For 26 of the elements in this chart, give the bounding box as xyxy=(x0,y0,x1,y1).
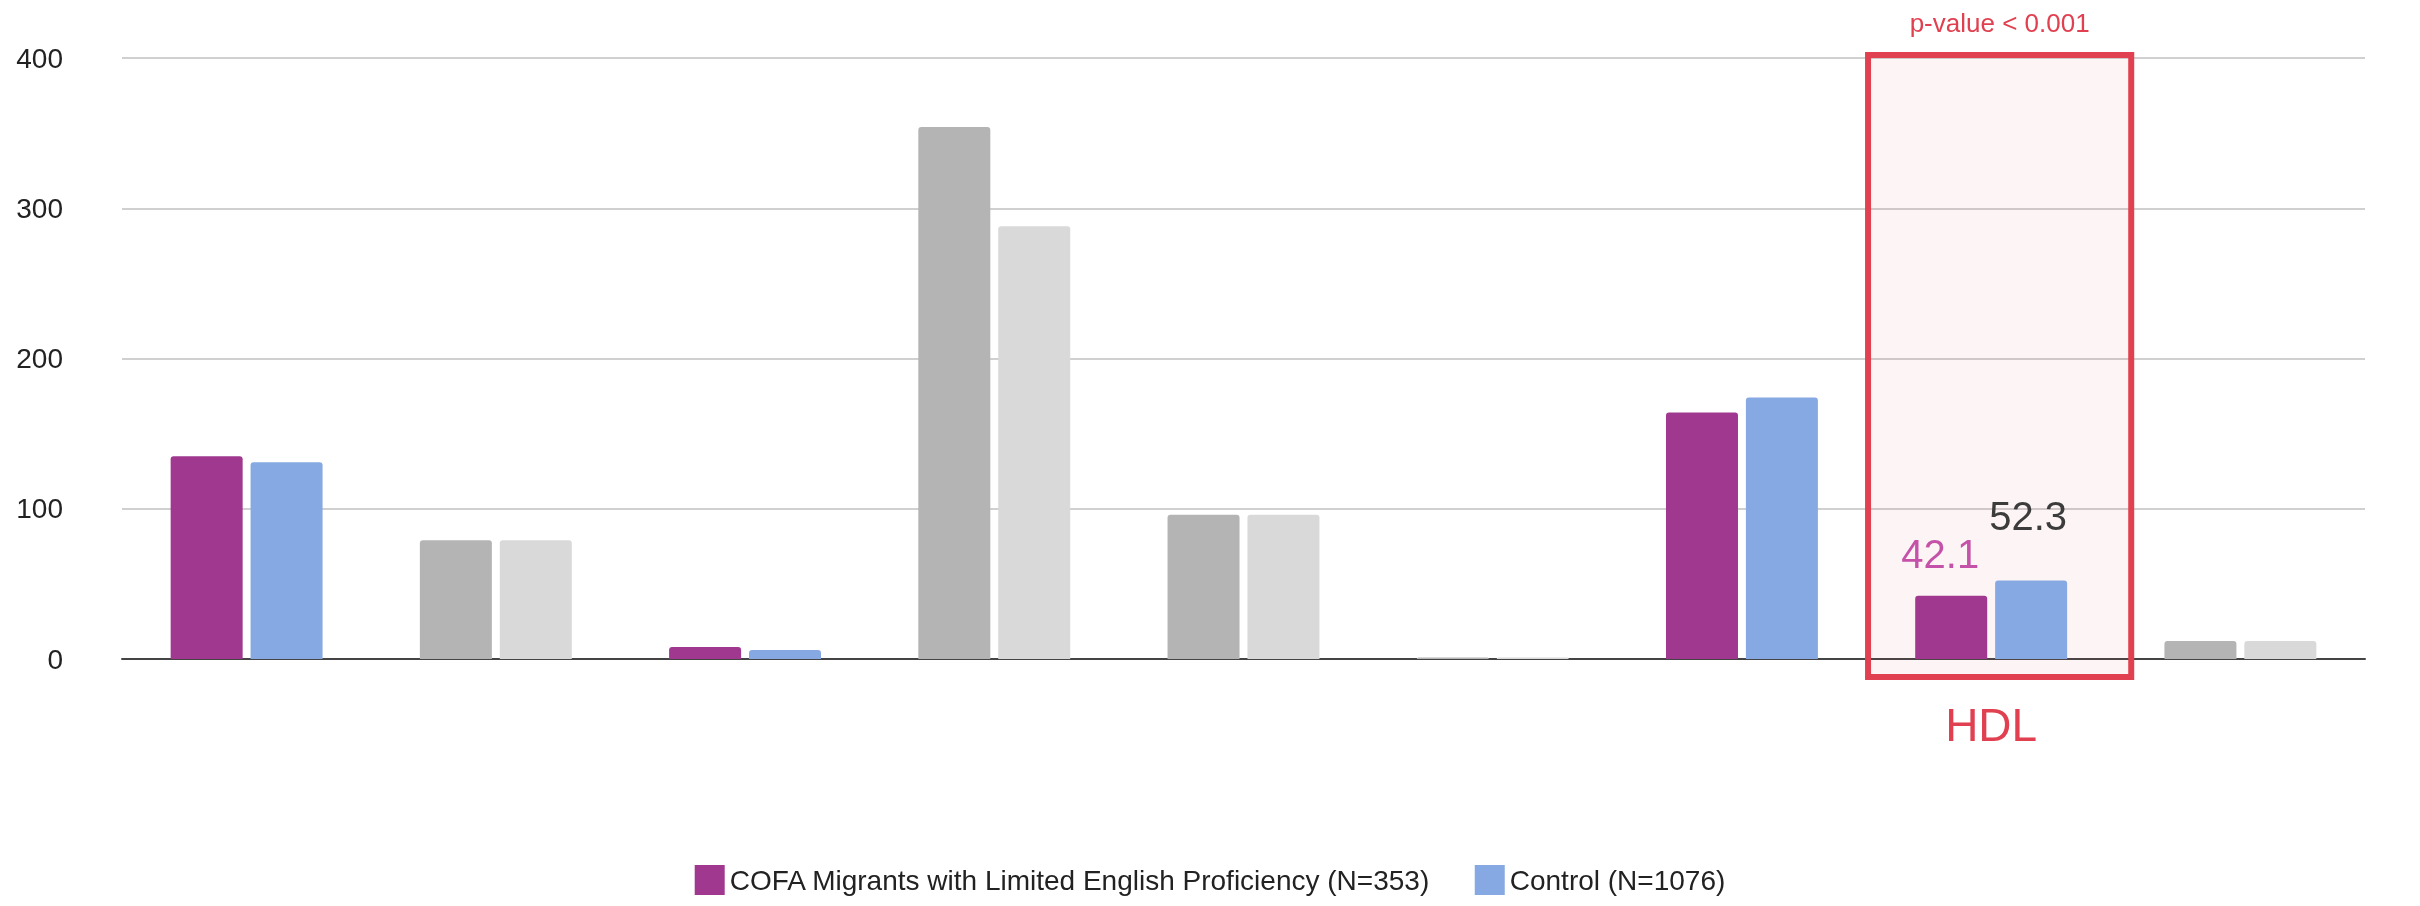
legend-label: Control (N=1076) xyxy=(1509,864,1726,896)
y-tick-label: 100 xyxy=(16,493,63,525)
bar xyxy=(2244,640,2317,659)
bar xyxy=(1247,514,1320,659)
data-label: 52.3 xyxy=(1989,494,2068,539)
bar xyxy=(918,127,991,659)
band-label: p-value < 0.001 xyxy=(1909,8,2090,38)
x-tick-label: HDL xyxy=(1945,699,2038,751)
bar xyxy=(749,649,822,659)
bar xyxy=(1745,397,1818,659)
y-tick-label: 200 xyxy=(16,343,63,374)
legend-label: COFA Migrants with Limited English Proficiency (N=353) xyxy=(729,864,1430,896)
bar xyxy=(250,462,323,659)
bar xyxy=(419,540,492,659)
bar xyxy=(1167,514,1240,659)
bar xyxy=(1665,412,1738,659)
y-tick-label: 400 xyxy=(16,42,63,74)
bar xyxy=(669,646,742,659)
bar xyxy=(170,456,243,659)
bar xyxy=(2164,640,2237,659)
bar xyxy=(499,540,572,659)
y-tick-label: 300 xyxy=(16,192,63,224)
bar xyxy=(1995,580,2068,659)
bar xyxy=(1915,595,1988,659)
data-label: 42.1 xyxy=(1901,531,1980,576)
y-tick-label: 0 xyxy=(47,643,63,675)
